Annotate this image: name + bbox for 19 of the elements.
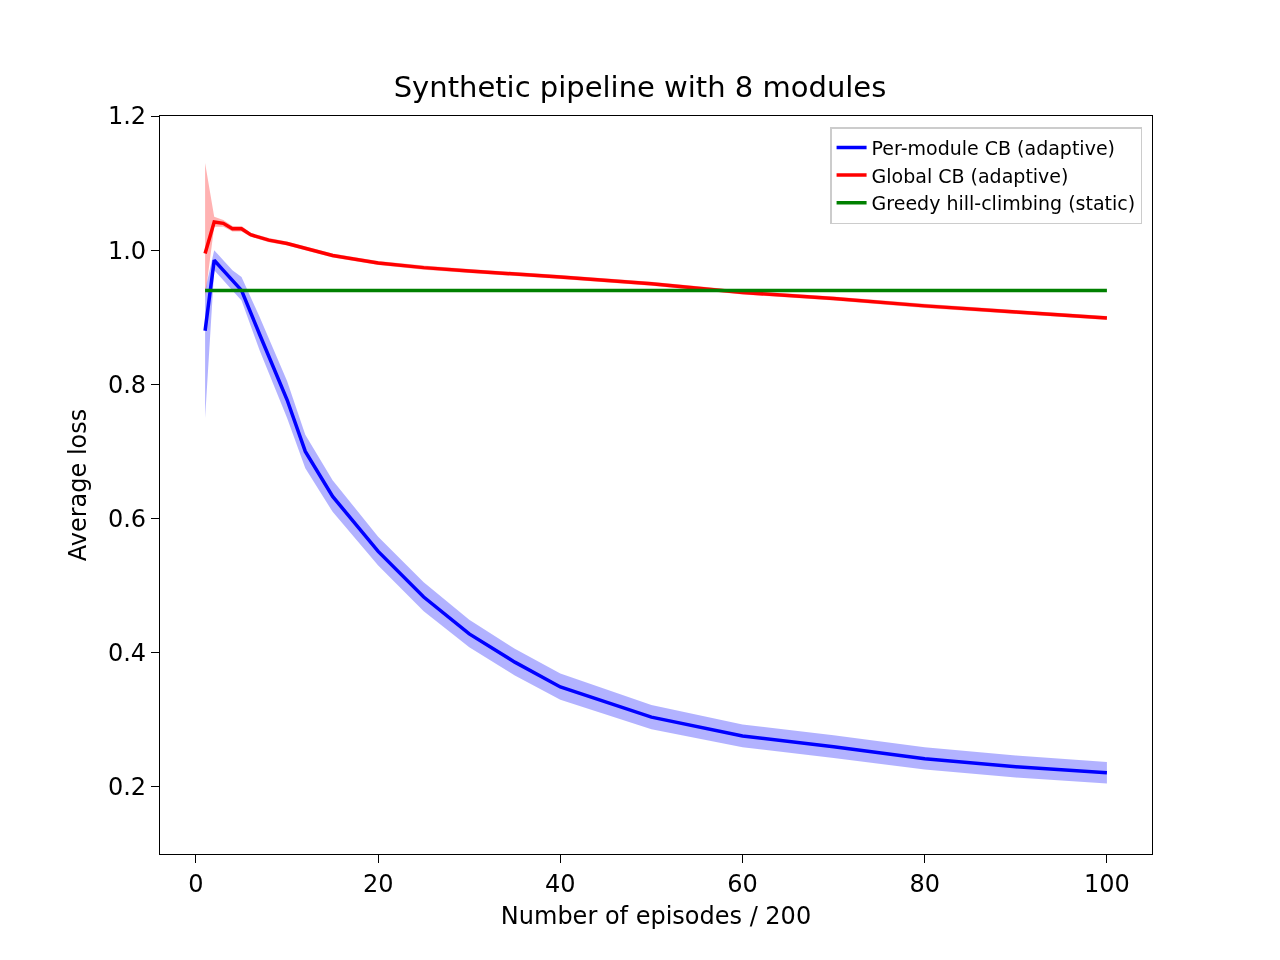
- y-tick-label: 1.0: [107, 236, 147, 265]
- y-axis-title: Average loss: [63, 408, 92, 562]
- x-tick-label: 80: [909, 869, 940, 898]
- x-axis-title: Number of episodes / 200: [500, 902, 812, 931]
- line-series: [203, 220, 1109, 320]
- x-tick-label: 0: [188, 869, 204, 898]
- y-tick-label: 0.4: [107, 639, 147, 668]
- y-tick-label: 0.6: [107, 504, 147, 533]
- legend-label: Greedy hill-climbing (static): [871, 192, 1136, 215]
- x-tick-label: 20: [362, 869, 394, 898]
- legend-label: Global CB (adaptive): [871, 164, 1069, 187]
- y-tick-label: 0.8: [107, 370, 147, 399]
- legend-label: Per-module CB (adaptive): [871, 136, 1115, 159]
- chart-title: Synthetic pipeline with 8 modules: [393, 69, 887, 104]
- y-tick-label: 1.2: [107, 102, 147, 131]
- x-tick-label: 60: [727, 869, 758, 898]
- y-tick-label: 0.2: [107, 773, 147, 802]
- x-tick-label: 40: [545, 869, 576, 898]
- x-tick-label: 100: [1084, 869, 1130, 898]
